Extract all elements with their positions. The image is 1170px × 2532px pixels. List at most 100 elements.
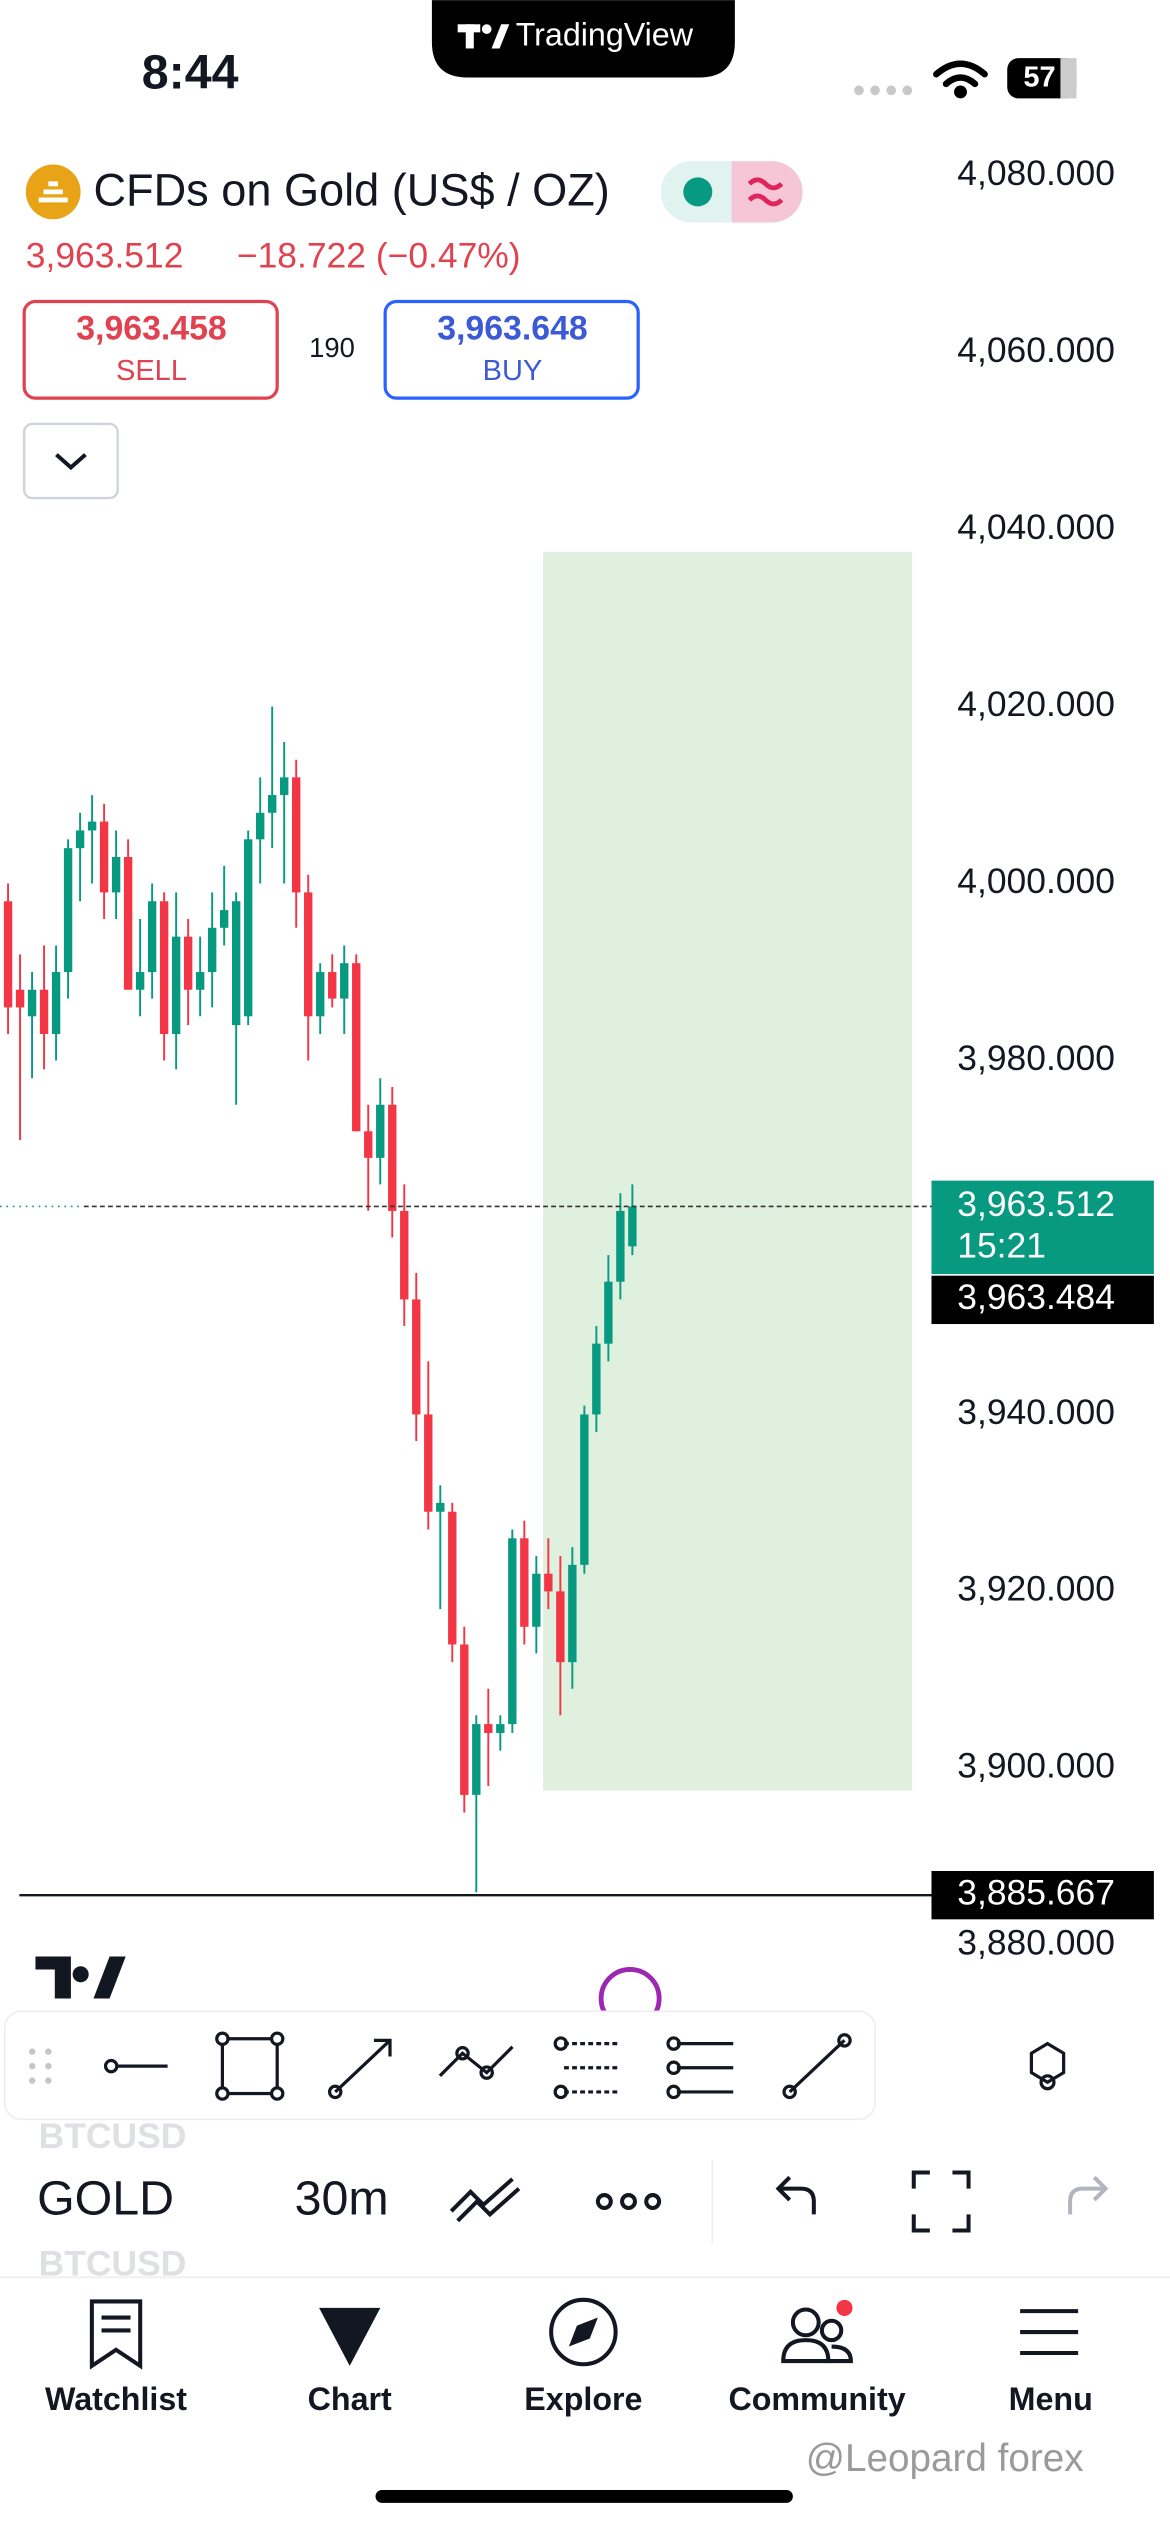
drawing-tools-part xyxy=(215,2086,230,2101)
tab-label[interactable]: Explore xyxy=(524,2381,642,2417)
candle-body xyxy=(400,1210,409,1300)
candle-body xyxy=(316,972,325,1017)
signal-part xyxy=(902,85,913,96)
menu-icon[interactable] xyxy=(1020,2309,1079,2356)
chart-icon[interactable] xyxy=(319,2307,381,2366)
candle-body xyxy=(268,795,277,813)
drawing-tools-part xyxy=(676,2041,734,2094)
status-pill-right xyxy=(731,161,803,223)
symbol-name[interactable]: CFDs on Gold (US$ / OZ) xyxy=(93,164,609,215)
tab-label[interactable]: Menu xyxy=(1009,2381,1093,2417)
drag-handle-part xyxy=(45,2048,52,2055)
drawing-tools-part xyxy=(215,2031,230,2046)
spread: 190 xyxy=(309,332,355,363)
interval[interactable]: 30m xyxy=(295,2171,389,2225)
candle-body xyxy=(532,1573,541,1627)
y-tick-label: 4,080.000 xyxy=(957,153,1115,193)
chart-logo xyxy=(35,1956,126,1999)
delay-icon xyxy=(747,177,784,207)
candle-body xyxy=(556,1591,565,1663)
drawing-tools-part xyxy=(438,2045,514,2077)
settings-icon[interactable] xyxy=(1029,2041,1066,2085)
signal xyxy=(854,85,913,96)
watermark: @Leopard forex xyxy=(806,2437,1084,2480)
candle-body xyxy=(207,927,217,973)
community-icon-part xyxy=(828,2344,853,2364)
candle-body xyxy=(616,1210,625,1282)
drag-handle-part xyxy=(45,2077,52,2084)
candle-body xyxy=(219,910,229,928)
undo-icon[interactable] xyxy=(775,2175,816,2215)
brand: TradingView xyxy=(516,17,694,53)
indicators-icon[interactable] xyxy=(449,2177,521,2223)
bid-badge xyxy=(931,1275,1154,1325)
sell-button[interactable] xyxy=(22,299,279,400)
drawing-tools-part xyxy=(103,2058,119,2074)
candle-body xyxy=(604,1281,613,1344)
drag-handle-part xyxy=(29,2077,36,2084)
drag-handle-part xyxy=(29,2062,36,2070)
compass-needle xyxy=(568,2317,598,2347)
candle-body xyxy=(195,972,205,990)
community-icon[interactable] xyxy=(781,2307,853,2364)
candle-body xyxy=(580,1414,589,1565)
symbol[interactable]: GOLD xyxy=(37,2171,174,2225)
tv-logo-small xyxy=(457,24,510,49)
tab-label[interactable]: Watchlist xyxy=(45,2381,187,2417)
candle-body xyxy=(111,857,121,893)
y-tick-label: 4,060.000 xyxy=(957,330,1115,370)
y-tick-label: 3,880.000 xyxy=(957,1923,1115,1963)
explore-icon[interactable] xyxy=(549,2297,618,2367)
battery-empty xyxy=(1060,58,1077,99)
drawing-tools-part xyxy=(666,2060,681,2076)
ghost-symbol: BTCUSD xyxy=(39,2116,187,2156)
tab-label[interactable]: Community xyxy=(728,2381,905,2417)
candle-body xyxy=(496,1724,505,1733)
candle-body xyxy=(183,936,193,990)
chart-area: 3,880.000 3,900.000 3,920.000 3,940.000 3,98… xyxy=(0,153,1154,1963)
drawing-tools-part xyxy=(666,2036,681,2051)
wifi-part xyxy=(933,60,988,78)
candle-body xyxy=(243,839,253,1017)
drawing-tools-part xyxy=(564,2041,619,2094)
drawing-tools-part xyxy=(553,2036,569,2051)
buy-price: 3,963.648 xyxy=(437,309,588,347)
drawing-tools-part xyxy=(788,2039,846,2094)
home-indicator xyxy=(375,2489,793,2503)
drawing-tools-part xyxy=(455,2045,470,2061)
settings-dot xyxy=(1039,2074,1056,2091)
wifi xyxy=(933,60,988,99)
candle-body xyxy=(63,848,73,973)
hline-badge xyxy=(931,1870,1154,1920)
candle-body xyxy=(508,1538,517,1725)
collapse-button[interactable] xyxy=(22,422,119,500)
community-icon-part xyxy=(790,2307,821,2338)
more-icon[interactable] xyxy=(595,2193,662,2210)
drawing-tools-part xyxy=(553,2084,569,2100)
more-icon-part xyxy=(644,2193,662,2210)
drag-handle xyxy=(29,2048,52,2084)
fullscreen-icon[interactable] xyxy=(911,2170,971,2233)
candle-body xyxy=(15,989,25,1008)
y-tick-label: 3,940.000 xyxy=(957,1392,1115,1432)
candle-body xyxy=(436,1502,445,1512)
candle-body xyxy=(75,830,85,849)
signal-part xyxy=(870,85,880,96)
candle-body xyxy=(304,892,313,1017)
drag-handle-part xyxy=(45,2062,52,2070)
candle-body xyxy=(376,1104,385,1158)
watchlist-icon[interactable] xyxy=(89,2299,143,2370)
drawing-tools[interactable] xyxy=(103,2031,852,2101)
redo-icon[interactable] xyxy=(1068,2175,1109,2215)
candle-body xyxy=(328,972,337,999)
buy-button[interactable] xyxy=(383,299,640,400)
drawing-tools-part xyxy=(327,2084,343,2100)
clock: 8:44 xyxy=(142,46,239,100)
battery-level: 57 xyxy=(1023,62,1055,94)
tab-label[interactable]: Chart xyxy=(308,2381,392,2417)
candle-body xyxy=(592,1343,601,1415)
candle-body xyxy=(448,1511,457,1645)
wifi-part xyxy=(942,74,979,88)
candle-body xyxy=(99,821,109,893)
